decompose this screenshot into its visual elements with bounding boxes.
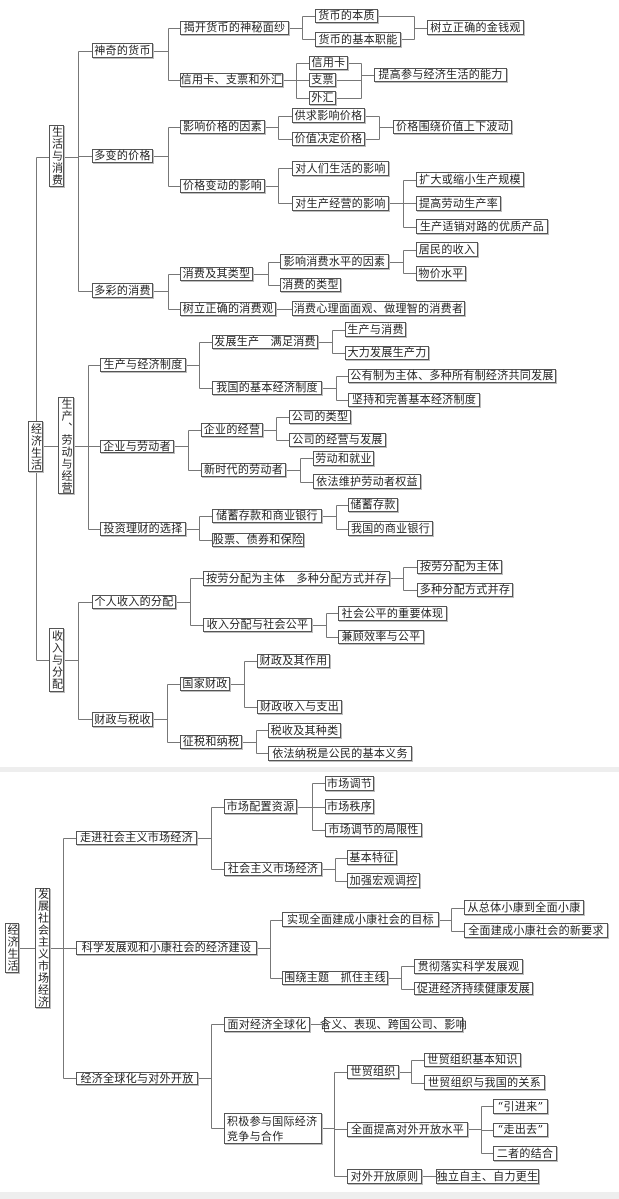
map-node-top-map-b2: 信用卡、支票和外汇 — [180, 73, 283, 87]
map-node-top-map-d6: 生产适销对路的优质产品 — [416, 219, 548, 234]
map-node-top-map-u3: 收入与分配 — [49, 628, 64, 692]
map-node-bottom-map-g8: 贯彻落实科学发展观 — [414, 959, 523, 974]
map-node-top-map-d8: 物价水平 — [416, 266, 466, 281]
map-node-top-map-b14: 收入分配与社会公平 — [203, 618, 312, 632]
map-node-top-map-c11: 消费的类型 — [280, 278, 341, 292]
map-node-top-map-b10: 新时代的劳动者 — [201, 463, 286, 477]
map-node-top-map-d3: 价格围绕价值上下波动 — [393, 120, 512, 134]
map-node-bottom-map-h6: 独立自主、自力更生 — [436, 1169, 539, 1184]
map-node-bottom-map-g7: 全面建成小康社会的新要求 — [464, 923, 608, 938]
map-node-bottom-map-root: 经济生活 — [5, 923, 19, 973]
map-node-top-map-c13: 生产与消费 — [345, 322, 406, 337]
map-node-top-map-b3: 影响价格的因素 — [180, 120, 265, 134]
map-node-top-map-b1: 揭开货币的神秘面纱 — [180, 21, 289, 35]
map-node-bottom-map-e3: 经济全球化与对外开放 — [76, 1072, 198, 1085]
map-node-top-map-b4: 价格变动的影响 — [180, 179, 265, 193]
map-node-top-map-c9: 对生产经营的影响 — [292, 196, 389, 211]
map-node-bottom-map-h4: “走出去” — [493, 1123, 548, 1137]
map-node-top-map-b6: 树立正确的消费观 — [180, 302, 276, 316]
map-node-top-map-c12: 消费心理面面观、做理智的消费者 — [292, 301, 465, 316]
map-node-bottom-map-g1: 市场调节 — [325, 776, 374, 791]
map-node-top-map-d2: 提高参与经济生活的能力 — [374, 68, 507, 82]
map-node-top-map-a5: 企业与劳动者 — [100, 440, 174, 453]
map-node-top-map-root: 经济生活 — [28, 421, 43, 472]
map-node-bottom-map-g2: 市场秩序 — [325, 799, 374, 814]
map-node-top-map-c27: 财政及其作用 — [257, 654, 330, 668]
map-node-top-map-a3: 多彩的消费 — [92, 283, 153, 298]
map-node-top-map-c10: 影响消费水平的因素 — [280, 254, 389, 269]
map-node-bottom-map-g5: 加强宏观调控 — [347, 873, 420, 888]
map-node-bottom-map-g6: 从总体小康到全面小康 — [464, 900, 584, 915]
map-node-top-map-c14: 大力发展生产力 — [345, 346, 429, 360]
map-node-top-map-c22: 我国的商业银行 — [348, 521, 433, 536]
map-node-top-map-c8: 对人们生活的影响 — [292, 161, 389, 176]
map-node-bottom-map-f1: 市场配置资源 — [224, 799, 297, 814]
map-node-bottom-map-f5: 面对经济全球化 — [224, 1017, 310, 1032]
map-node-bottom-map-g10: 含义、表现、跨国公司、影响 — [320, 1017, 467, 1032]
map-node-bottom-map-f4: 围绕主题 抓住主线 — [282, 971, 388, 985]
map-node-top-map-b15: 国家财政 — [180, 677, 230, 691]
map-node-bottom-map-e2: 科学发展观和小康社会的经济建设 — [76, 941, 257, 955]
map-node-top-map-b7: 发展生产 满足消费 — [212, 335, 318, 349]
map-node-top-map-a7: 个人收入的分配 — [92, 595, 176, 609]
map-node-top-map-c23: 按劳分配为主体 — [417, 560, 502, 574]
map-node-top-map-a8: 财政与税收 — [92, 712, 153, 727]
map-node-top-map-b12: 股票、债券和保险 — [212, 533, 304, 547]
map-node-top-map-c17: 公司的类型 — [289, 410, 351, 424]
map-node-top-map-c6: 供求影响价格 — [292, 108, 365, 123]
map-node-top-map-c5: 外汇 — [309, 91, 336, 105]
map-node-top-map-c2: 货币的基本职能 — [315, 32, 401, 47]
map-node-top-map-b13: 按劳分配为主体 多种分配方式并存 — [203, 571, 390, 586]
map-node-top-map-b5: 消费及其类型 — [180, 267, 253, 281]
map-node-top-map-c21: 储蓄存款 — [348, 498, 398, 512]
map-node-bottom-map-e1: 走进社会主义市场经济 — [76, 831, 197, 845]
map-node-top-map-d1: 树立正确的金钱观 — [427, 20, 524, 35]
map-node-top-map-a6: 投资理财的选择 — [100, 522, 186, 536]
map-node-top-map-c19: 劳动和就业 — [313, 451, 374, 466]
map-node-top-map-d7: 居民的收入 — [416, 242, 478, 257]
map-node-top-map-a2: 多变的价格 — [92, 149, 153, 163]
map-node-top-map-c25: 社会公平的重要体现 — [338, 606, 447, 621]
map-node-top-map-c24: 多种分配方式并存 — [417, 583, 513, 597]
map-node-top-map-d4: 扩大或缩小生产规模 — [416, 172, 524, 187]
map-node-bottom-map-f2: 社会主义市场经济 — [224, 862, 322, 876]
map-node-top-map-c30: 依法纳税是公民的基本义务 — [268, 746, 412, 761]
map-node-bottom-map-g4: 基本特征 — [347, 850, 397, 865]
map-node-top-map-c7: 价值决定价格 — [292, 132, 365, 146]
map-node-bottom-map-g12: 全面提高对外开放水平 — [347, 1122, 468, 1137]
map-node-bottom-map-f3: 实现全面建成小康社会的目标 — [282, 912, 439, 927]
map-node-bottom-map-g13: 对外开放原则 — [347, 1169, 422, 1184]
map-node-top-map-c29: 税收及其种类 — [268, 723, 341, 738]
map-node-top-map-a1: 神奇的货币 — [92, 43, 153, 58]
map-node-top-map-c28: 财政收入与支出 — [257, 700, 342, 714]
map-node-top-map-u2: 生产、劳动与经营 — [58, 397, 74, 494]
map-node-bottom-map-h5: 二者的结合 — [493, 1146, 557, 1161]
map-node-bottom-map-h1: 世贸组织基本知识 — [424, 1053, 521, 1067]
map-node-top-map-c1: 货币的本质 — [315, 9, 378, 23]
map-node-top-map-b11: 储蓄存款和商业银行 — [212, 509, 322, 523]
map-node-bottom-map-f6: 积极参与国际经济竞争与合作 — [224, 1113, 322, 1144]
map-node-top-map-c26: 兼顾效率与公平 — [338, 630, 424, 644]
map-node-top-map-c15: 公有制为主体、多种所有制经济共同发展 — [348, 369, 556, 383]
map-node-bottom-map-u4: 发展社会主义市场经济 — [35, 888, 50, 1008]
map-node-bottom-map-h3: “引进来” — [493, 1099, 548, 1114]
map-node-top-map-c16: 坚持和完善基本经济制度 — [348, 393, 480, 407]
map-node-top-map-b9: 企业的经营 — [201, 423, 263, 437]
map-node-top-map-u1: 生活与消费 — [49, 125, 64, 187]
map-node-bottom-map-g9: 促进经济持续健康发展 — [414, 982, 533, 995]
map-node-top-map-b16: 征税和纳税 — [180, 735, 242, 749]
map-node-top-map-b8: 我国的基本经济制度 — [212, 381, 322, 395]
map-node-top-map-c18: 公司的经营与发展 — [289, 433, 386, 447]
map-node-bottom-map-g11: 世贸组织 — [347, 1065, 399, 1079]
map-node-top-map-a4: 生产与经济制度 — [100, 358, 186, 372]
map-node-bottom-map-h2: 世贸组织与我国的关系 — [424, 1075, 545, 1090]
map-node-top-map-c3: 信用卡 — [309, 56, 348, 70]
map-node-top-map-c4: 支票 — [309, 73, 336, 87]
map-node-top-map-d5: 提高劳动生产率 — [416, 196, 501, 211]
map-node-top-map-c20: 依法维护劳动者权益 — [313, 474, 421, 489]
map-node-bottom-map-g3: 市场调节的局限性 — [325, 823, 422, 837]
